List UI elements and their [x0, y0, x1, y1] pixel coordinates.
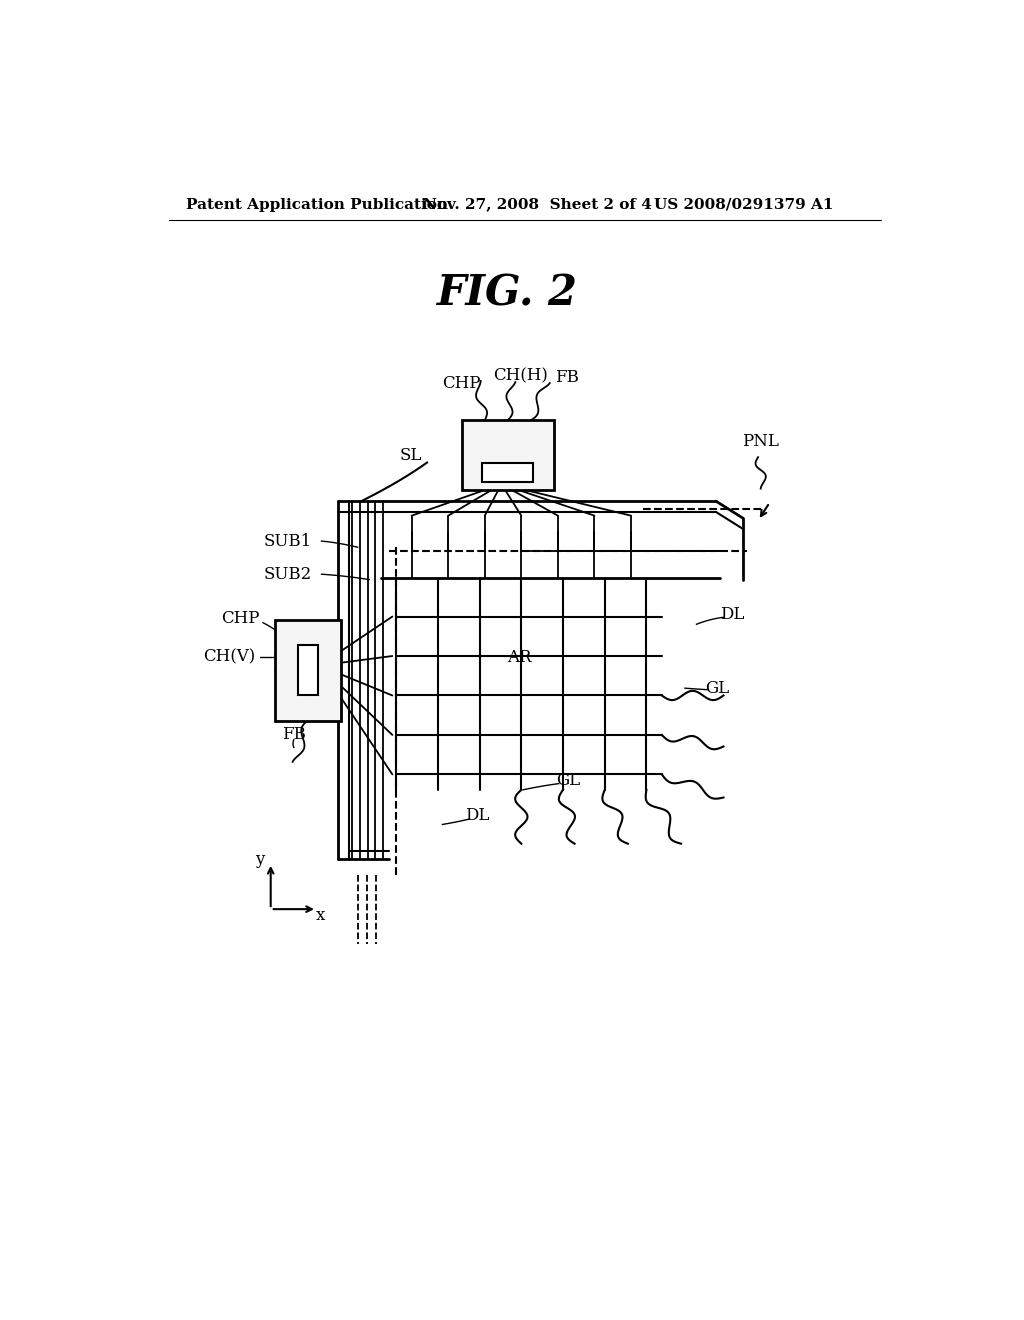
Bar	[298, 645, 317, 696]
Text: Nov. 27, 2008  Sheet 2 of 4: Nov. 27, 2008 Sheet 2 of 4	[423, 198, 652, 211]
Bar	[275, 620, 341, 721]
Text: GL: GL	[556, 772, 580, 789]
Text: US 2008/0291379 A1: US 2008/0291379 A1	[654, 198, 834, 211]
Text: CH(H): CH(H)	[494, 367, 549, 384]
Text: x: x	[316, 907, 326, 924]
Text: CH(V): CH(V)	[203, 649, 255, 665]
Text: PNL: PNL	[742, 433, 779, 450]
Text: y: y	[255, 850, 264, 867]
Text: FB: FB	[555, 370, 580, 387]
Text: DL: DL	[465, 807, 489, 824]
Text: DL: DL	[721, 606, 744, 623]
Text: SUB1: SUB1	[263, 532, 311, 549]
Text: FIG. 2: FIG. 2	[437, 272, 579, 314]
Text: SL: SL	[399, 447, 422, 465]
Text: SUB2: SUB2	[263, 566, 311, 582]
Text: CHP: CHP	[221, 610, 260, 627]
Bar	[482, 462, 532, 482]
Text: FB: FB	[282, 726, 306, 743]
Bar	[462, 420, 554, 490]
Text: CHP: CHP	[442, 375, 481, 392]
Text: Patent Application Publication: Patent Application Publication	[186, 198, 449, 211]
Text: AR: AR	[507, 649, 531, 665]
Text: GL: GL	[706, 680, 729, 697]
